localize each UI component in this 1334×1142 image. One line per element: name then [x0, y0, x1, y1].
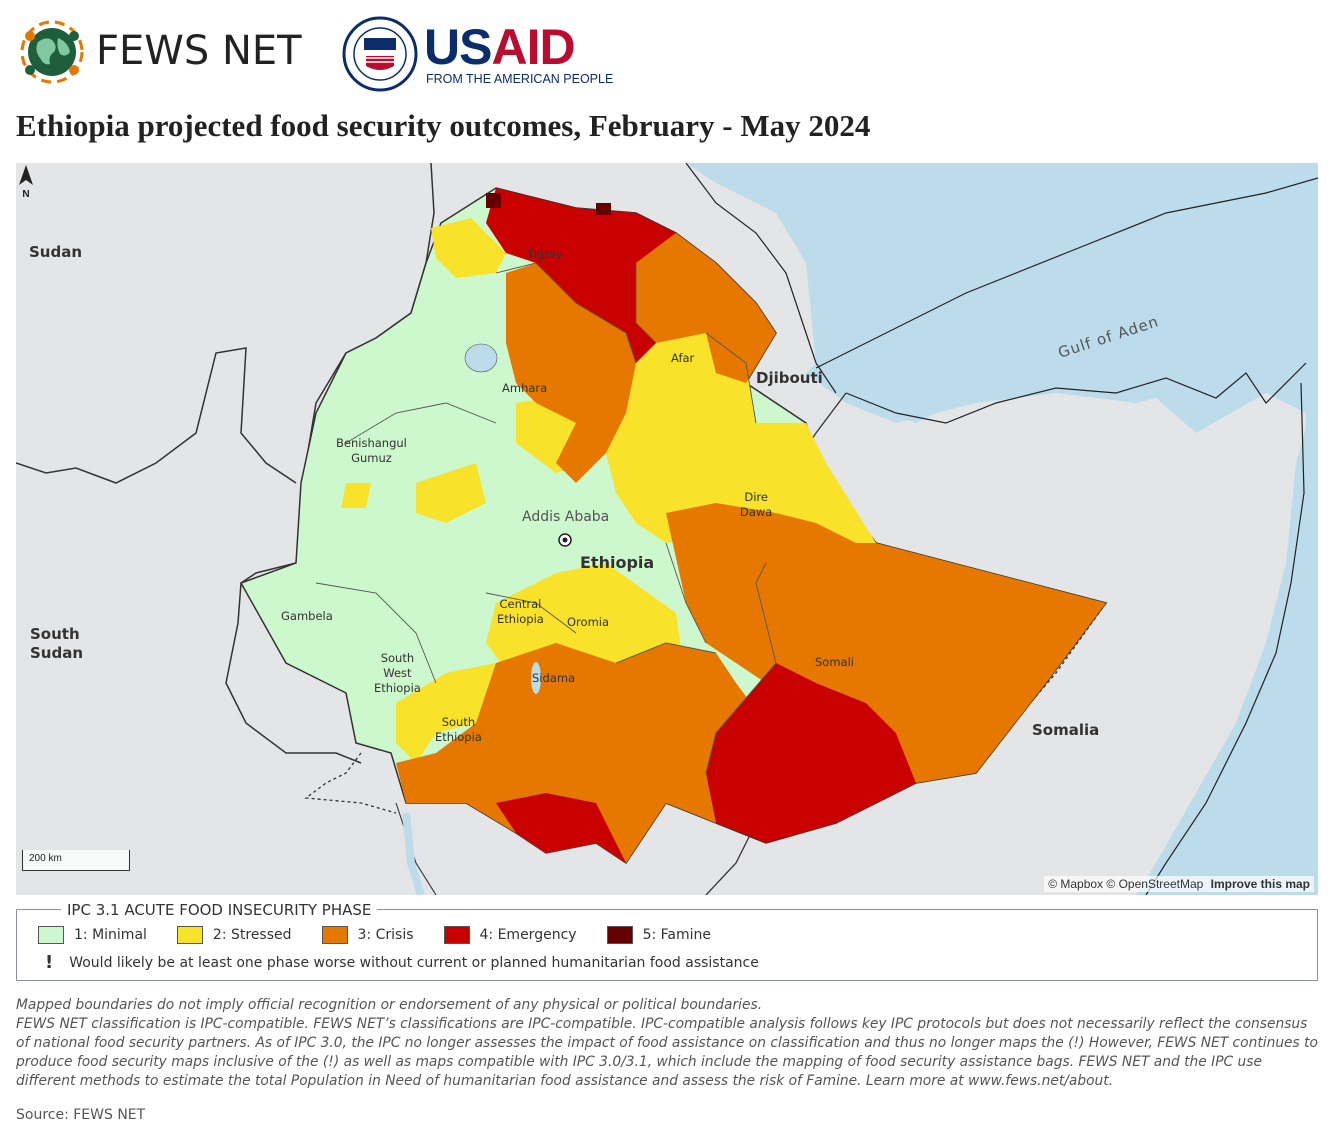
label-south-sudan: South Sudan — [30, 625, 84, 662]
region-gambela: Gambela — [281, 609, 333, 623]
emergency-zone-tigray — [486, 188, 676, 363]
stressed-zone-west — [341, 483, 371, 508]
north-label: N — [22, 189, 29, 199]
emergency-zone-borena — [496, 793, 626, 863]
region-dire-dawa: Dire Dawa — [740, 490, 773, 519]
legend-note: ! Would likely be at least one phase wor… — [45, 952, 759, 973]
usaid-seal-icon — [342, 16, 418, 92]
legend-item-stressed: 2: Stressed — [176, 926, 292, 944]
crisis-zone-south — [396, 643, 766, 863]
exclamation-icon: ! — [45, 952, 54, 973]
usaid-us: US — [424, 19, 492, 75]
legend-item-emergency: 4: Emergency — [443, 926, 577, 944]
map-attribution: © Mapbox © OpenStreetMap Improve this ma… — [1044, 876, 1314, 892]
label-somalia: Somalia — [1032, 721, 1100, 739]
label-sudan: Sudan — [29, 243, 83, 261]
emergency-zone-somali-south — [706, 663, 916, 843]
usaid-wordmark: USAID — [424, 18, 576, 76]
label-addis-ababa: Addis Ababa — [522, 509, 610, 525]
legend-label-emergency: 4: Emergency — [479, 927, 577, 943]
legend-note-text: Would likely be at least one phase worse… — [69, 954, 759, 971]
stressed-zone-afar — [606, 333, 876, 568]
label-ethiopia: Ethiopia — [580, 553, 655, 572]
header: FEWS NET USAID FROM THE AMERICAN PEOPLE — [16, 14, 636, 96]
legend-label-minimal: 1: Minimal — [74, 927, 147, 943]
legend-items: 1: Minimal 2: Stressed 3: Crisis 4: Emer… — [38, 926, 741, 944]
region-south-west-ethiopia: South West Ethiopia — [374, 651, 421, 695]
disclaimer-line-2: FEWS NET classification is IPC-compatibl… — [16, 1016, 1318, 1089]
stressed-zone-south — [396, 663, 516, 763]
legend-item-minimal: 1: Minimal — [38, 926, 147, 944]
scale-label: 200 km — [29, 853, 62, 864]
swatch-stressed — [176, 926, 203, 944]
improve-map-link[interactable]: Improve this map — [1210, 877, 1310, 891]
stressed-zone-mid — [416, 463, 486, 523]
legend-title: IPC 3.1 ACUTE FOOD INSECURITY PHASE — [61, 901, 378, 919]
legend-item-crisis: 3: Crisis — [321, 926, 414, 944]
north-arrow-icon: N — [19, 165, 33, 199]
famine-zone-1 — [486, 193, 501, 208]
region-tigray: Tigray — [527, 247, 563, 261]
legend-item-famine: 5: Famine — [606, 926, 711, 944]
region-boundaries — [315, 262, 777, 774]
legend-label-stressed: 2: Stressed — [212, 927, 292, 943]
swatch-famine — [606, 926, 633, 944]
region-oromia: Oromia — [567, 615, 610, 629]
disclaimer: Mapped boundaries do not imply official … — [16, 996, 1318, 1091]
legend-label-crisis: 3: Crisis — [357, 927, 414, 943]
region-south-ethiopia: South Ethiopia — [435, 715, 482, 744]
attrib-mapbox[interactable]: © Mapbox — [1048, 877, 1104, 891]
legend: IPC 3.1 ACUTE FOOD INSECURITY PHASE 1: M… — [16, 901, 1318, 981]
region-benishangul-gumuz: Benishangul Gumuz — [336, 436, 407, 465]
map-svg — [16, 163, 1318, 895]
source-credit: Source: FEWS NET — [16, 1107, 146, 1123]
famine-zone-2 — [596, 203, 611, 215]
fews-net-wordmark: FEWS NET — [96, 28, 302, 74]
swatch-emergency — [443, 926, 470, 944]
region-amhara: Amhara — [502, 381, 548, 395]
region-somali: Somali — [815, 655, 854, 669]
region-central-ethiopia: Central Ethiopia — [497, 597, 544, 626]
crisis-zone-amhara — [506, 263, 636, 483]
gulf-of-aden-water — [806, 173, 1318, 423]
map-canvas[interactable]: Sudan South Sudan Djibouti Somalia Ethio… — [16, 163, 1318, 895]
legend-label-famine: 5: Famine — [642, 927, 711, 943]
label-djibouti: Djibouti — [756, 369, 823, 387]
scale-bar: 200 km — [22, 850, 130, 871]
stressed-zone-nw — [431, 218, 506, 278]
indian-ocean-water — [1136, 383, 1318, 895]
region-afar: Afar — [671, 351, 695, 365]
swatch-minimal — [38, 926, 64, 944]
region-sidama: Sidama — [532, 671, 576, 685]
swatch-crisis — [321, 926, 348, 944]
lake-tana — [464, 343, 498, 373]
disclaimer-line-1: Mapped boundaries do not imply official … — [16, 997, 763, 1013]
attrib-osm[interactable]: © OpenStreetMap — [1106, 877, 1204, 891]
map-title: Ethiopia projected food security outcome… — [16, 108, 871, 143]
usaid-aid: AID — [491, 19, 575, 75]
crisis-zone-somali — [666, 503, 1106, 783]
usaid-tagline: FROM THE AMERICAN PEOPLE — [426, 72, 614, 86]
crisis-zone-afar — [636, 233, 776, 383]
fews-net-logo-icon — [20, 20, 84, 84]
rift-lake — [531, 662, 541, 694]
